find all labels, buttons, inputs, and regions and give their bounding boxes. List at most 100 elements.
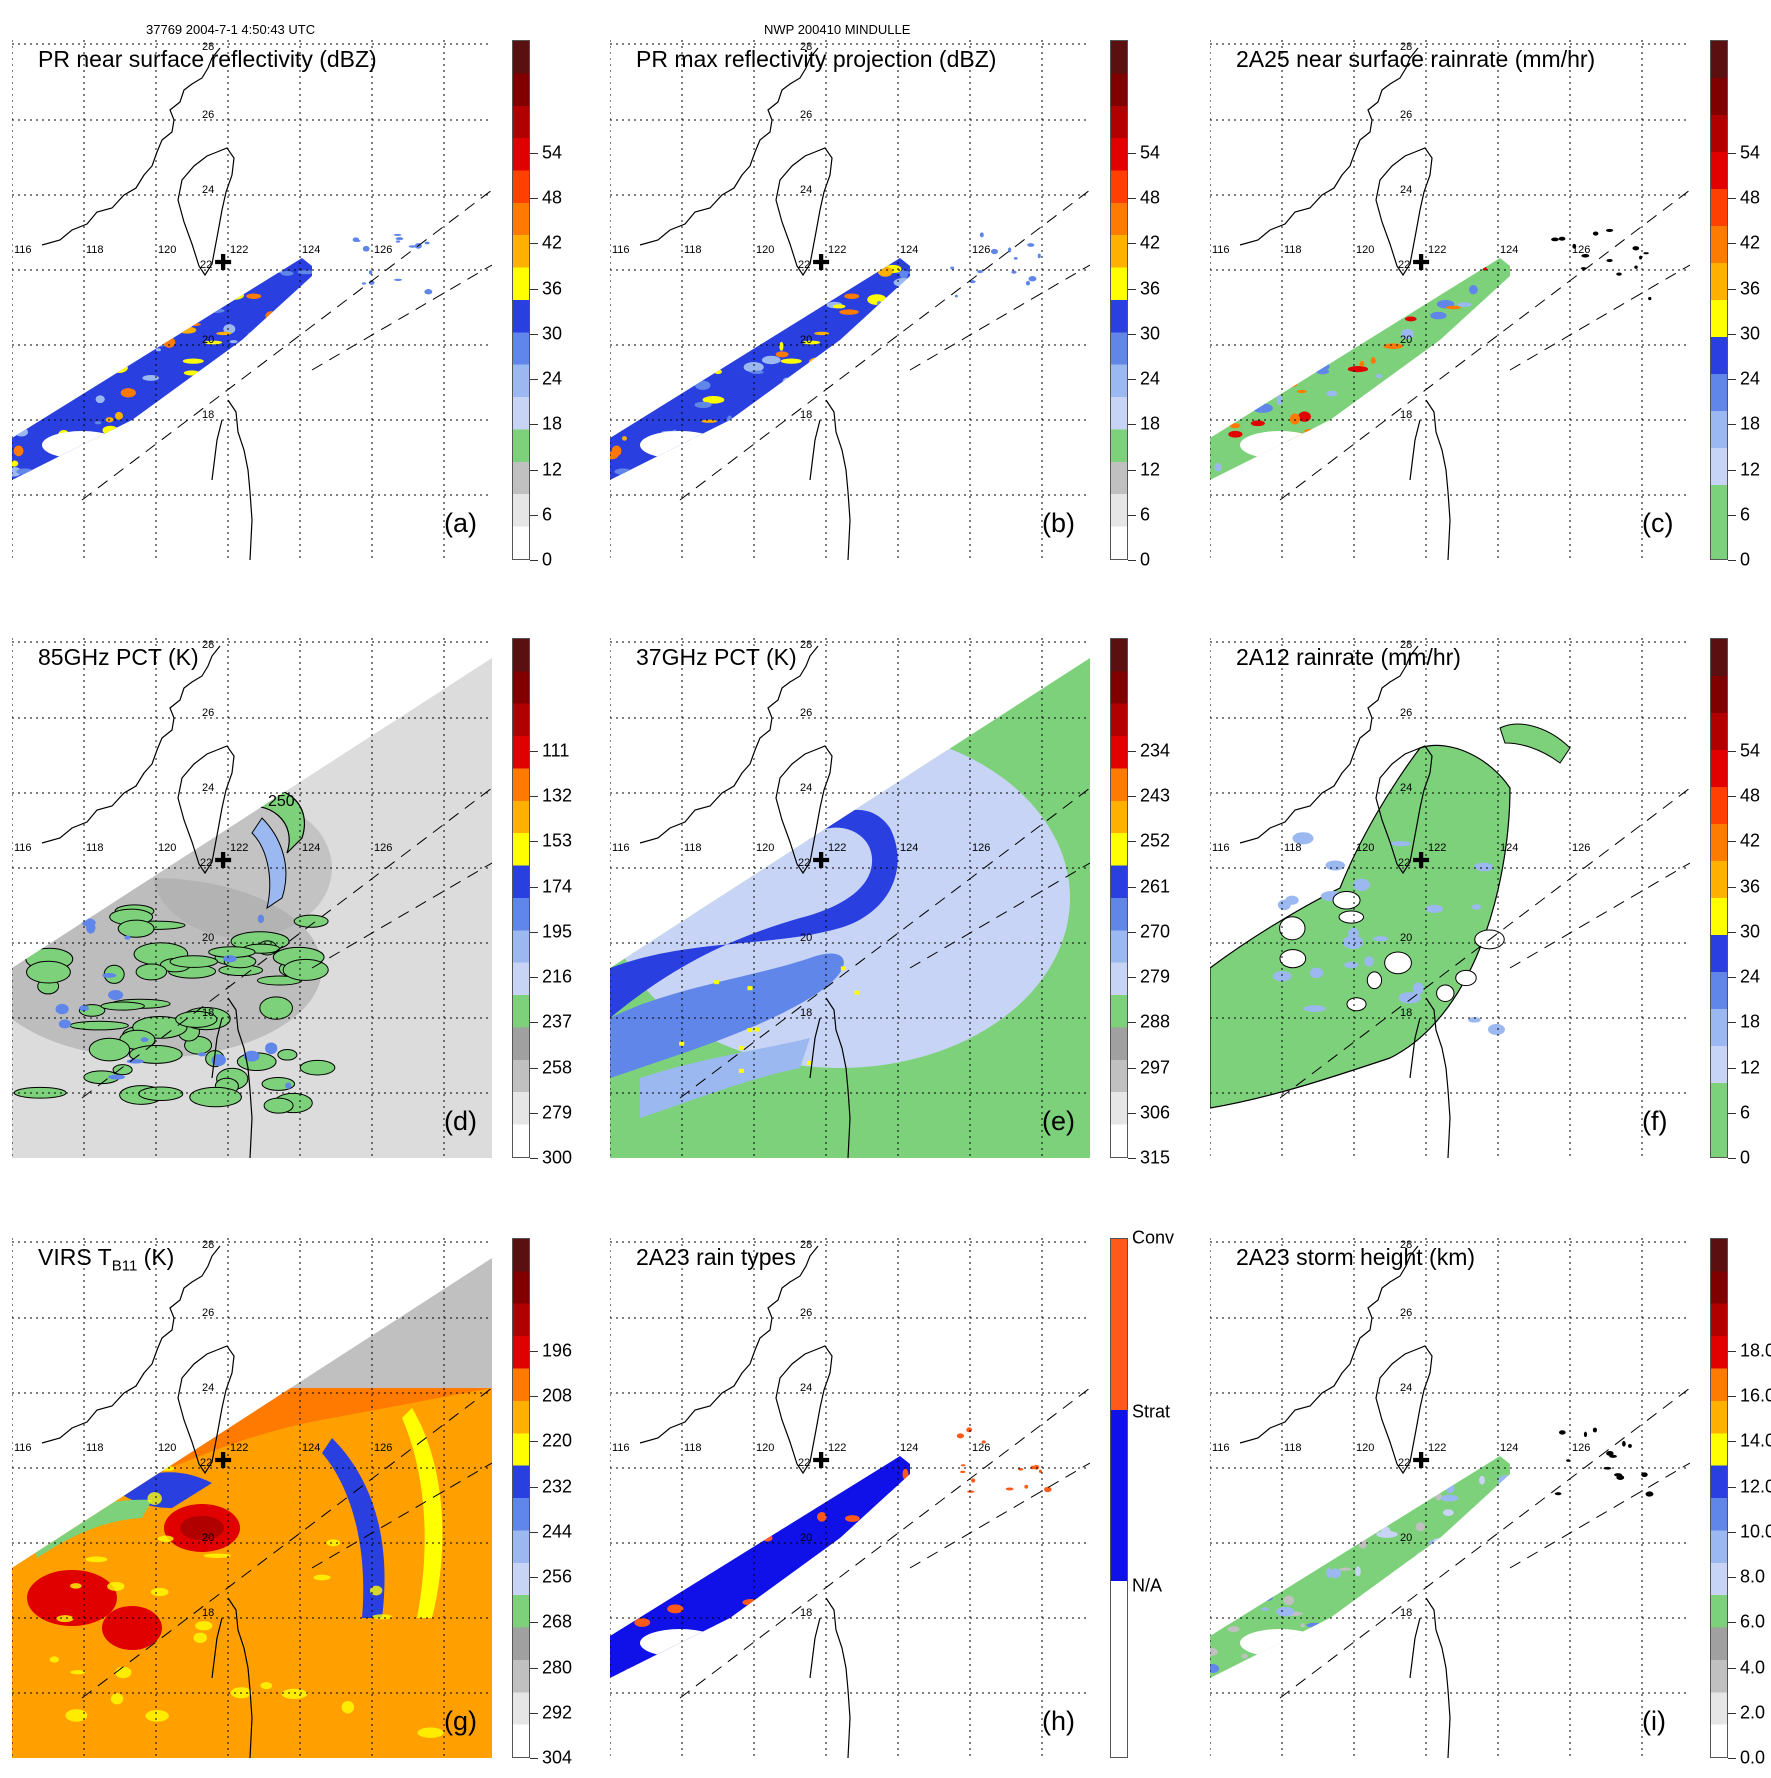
panel-title: 2A25 near surface rainrate (mm/hr) bbox=[1236, 46, 1595, 73]
lon-label: 120 bbox=[756, 1442, 774, 1454]
lat-label: 26 bbox=[1400, 109, 1412, 121]
colorbar-tick bbox=[1128, 243, 1136, 245]
map-a: 116 118 120 122 124 126 28 26 24 22 20 18 ✚ bbox=[12, 40, 492, 560]
lon-label: 124 bbox=[900, 842, 918, 854]
lat-label: 28 bbox=[1400, 1239, 1412, 1251]
colorbar-label: 48 bbox=[542, 187, 563, 208]
colorbar-label: 306 bbox=[1140, 1102, 1171, 1123]
lon-label: 116 bbox=[14, 1442, 32, 1454]
colorbar-label: 24 bbox=[1740, 966, 1761, 987]
panel-h: 116 118 120 122 124 126 28 26 24 22 20 18 ✚ 2A23 rain… bbox=[610, 1228, 1208, 1778]
lon-label: 126 bbox=[374, 1442, 392, 1454]
colorbar-tick bbox=[530, 153, 538, 155]
grid-d bbox=[12, 638, 492, 1158]
colorbar-label: 18 bbox=[542, 413, 563, 434]
lon-label: 120 bbox=[1356, 842, 1374, 854]
panel-g: 116 118 120 122 124 126 28 26 24 22 20 18 ✚ VIRS TB11… bbox=[12, 1238, 610, 1778]
colorbar-tick bbox=[1128, 1158, 1136, 1159]
lon-label: 120 bbox=[756, 244, 774, 256]
colorbar-label: 132 bbox=[542, 785, 573, 806]
lat-label: 24 bbox=[800, 782, 812, 794]
lat-label: 28 bbox=[800, 1239, 812, 1251]
lon-label: 122 bbox=[230, 842, 248, 854]
field-f bbox=[1210, 723, 1571, 1109]
lat-label: 24 bbox=[1400, 782, 1412, 794]
panel-label: (f) bbox=[1642, 1106, 1668, 1136]
colorbar-tick bbox=[1728, 1531, 1736, 1533]
lat-label: 18 bbox=[800, 1007, 812, 1019]
lat-label: 20 bbox=[800, 334, 812, 346]
panel-title-suffix: (K) bbox=[137, 1244, 175, 1270]
colorbar-tick bbox=[530, 1577, 538, 1579]
colorbar-tick bbox=[1728, 333, 1736, 335]
colorbar-label: 243 bbox=[1140, 785, 1171, 806]
colorbar-label: 315 bbox=[1140, 1147, 1171, 1168]
field-b bbox=[610, 258, 910, 480]
colorbar-tick bbox=[1728, 1396, 1736, 1398]
colorbar-tick bbox=[1728, 469, 1736, 471]
panel-title: 85GHz PCT (K) bbox=[38, 644, 199, 671]
colorbar-label: 36 bbox=[1740, 278, 1761, 299]
map-b: 116 118 120 122 124 126 28 26 24 22 20 18 ✚ bbox=[610, 40, 1090, 560]
colorbar-label: Conv bbox=[1132, 1227, 1175, 1248]
panel-label: (i) bbox=[1642, 1706, 1666, 1736]
colorbar-label: 280 bbox=[542, 1657, 573, 1678]
lon-label: 118 bbox=[1284, 244, 1302, 256]
colorbar-label: 6 bbox=[542, 504, 553, 525]
colorbar-tick bbox=[530, 931, 538, 933]
colorbar-tick bbox=[530, 1758, 538, 1759]
colorbar-label: 300 bbox=[542, 1147, 573, 1168]
colorbar-tick bbox=[530, 333, 538, 335]
colorbar-tick bbox=[1128, 379, 1136, 381]
colorbar-label: 18 bbox=[1140, 413, 1161, 434]
lat-label: 24 bbox=[202, 1382, 214, 1394]
lon-label: 124 bbox=[302, 1442, 320, 1454]
colorbar-tick bbox=[1128, 560, 1136, 561]
map-svg-d: 116 118 120 122 124 126 28 26 24 22 20 18 ✚ 250 bbox=[12, 638, 492, 1158]
colorbar-tick bbox=[1728, 1667, 1736, 1669]
panel-title-text: 2A12 rainrate (mm/hr) bbox=[1236, 644, 1461, 670]
swath-edges-f bbox=[1279, 787, 1690, 1099]
colorbar-label: 24 bbox=[1140, 368, 1161, 389]
contour-label: 250 bbox=[268, 793, 295, 810]
field-a bbox=[12, 258, 312, 480]
lat-label: 22 bbox=[798, 857, 810, 869]
panel-title: VIRS TB11 (K) bbox=[38, 1244, 174, 1275]
lon-label: 124 bbox=[1500, 244, 1518, 256]
grid-c bbox=[1210, 40, 1690, 560]
colorbar-tick bbox=[530, 1396, 538, 1398]
colorbar-label: 24 bbox=[1740, 368, 1761, 389]
lon-label: 116 bbox=[1212, 842, 1230, 854]
colorbar-e bbox=[1110, 638, 1128, 1158]
lon-label: 126 bbox=[1572, 842, 1590, 854]
storm-center-marker: ✚ bbox=[214, 1449, 232, 1474]
lon-label: 118 bbox=[86, 842, 104, 854]
colorbar-label: 6 bbox=[1740, 1102, 1751, 1123]
colorbar-label: 30 bbox=[1140, 323, 1161, 344]
lat-label: 28 bbox=[800, 41, 812, 53]
lon-label: 116 bbox=[612, 1442, 630, 1454]
colorbar-tick bbox=[1128, 1067, 1136, 1069]
colorbar-tick bbox=[1728, 931, 1736, 933]
lon-label: 118 bbox=[684, 244, 702, 256]
colorbar-tick bbox=[1728, 886, 1736, 888]
lon-label: 122 bbox=[828, 842, 846, 854]
panel-title-text: PR near surface reflectivity (dBZ) bbox=[38, 46, 377, 72]
lat-label: 22 bbox=[1398, 857, 1410, 869]
colorbar-h bbox=[1110, 1238, 1128, 1758]
colorbar-label: 48 bbox=[1140, 187, 1161, 208]
lat-label: 28 bbox=[202, 639, 214, 651]
colorbar-label: N/A bbox=[1132, 1575, 1163, 1596]
colorbar-label: 10.0 bbox=[1740, 1521, 1771, 1542]
lat-label: 26 bbox=[202, 1307, 214, 1319]
lat-label: 28 bbox=[202, 41, 214, 53]
colorbar-tick bbox=[530, 1022, 538, 1024]
map-h: 116 118 120 122 124 126 28 26 24 22 20 18 ✚ bbox=[610, 1238, 1090, 1758]
lon-label: 118 bbox=[86, 244, 104, 256]
colorbar-tick bbox=[1728, 1712, 1736, 1714]
lon-label: 118 bbox=[86, 1442, 104, 1454]
colorbar-tick bbox=[1128, 796, 1136, 798]
lon-label: 116 bbox=[1212, 244, 1230, 256]
grid-i bbox=[1210, 1238, 1690, 1758]
colorbar-label: 279 bbox=[1140, 966, 1171, 987]
